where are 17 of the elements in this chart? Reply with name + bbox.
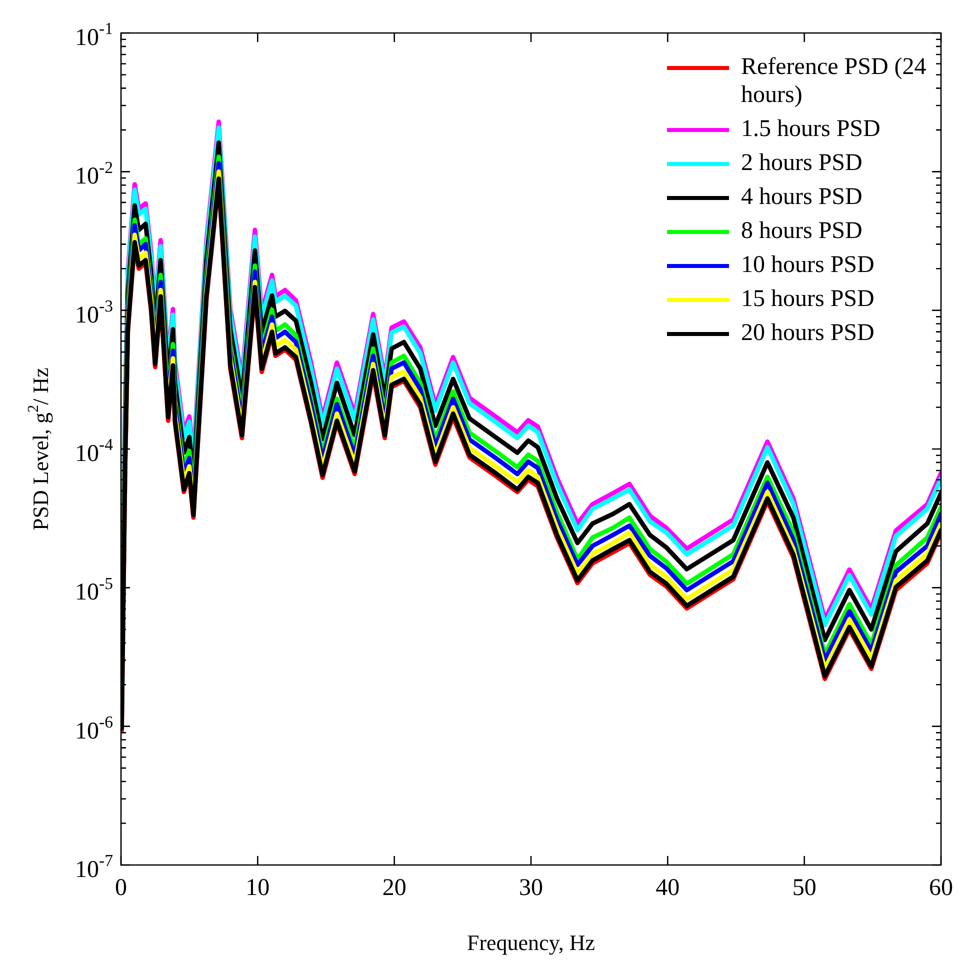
x-tick-label: 20 [382, 875, 406, 901]
x-tick-label: 40 [656, 875, 680, 901]
x-tick-label: 30 [519, 875, 543, 901]
x-tick-label: 60 [929, 875, 953, 901]
y-axis-title: PSD Level, g2/ Hz [25, 367, 53, 530]
x-tick-label: 10 [246, 875, 270, 901]
legend-label: 20 hours PSD [741, 319, 876, 347]
legend-label: 4 hours PSD [741, 183, 864, 211]
legend-label: 10 hours PSD [741, 251, 876, 279]
x-axis-title: Frequency, Hz [466, 930, 596, 955]
legend-label: Reference PSD (24 hours) [741, 53, 928, 109]
legend-label: 1.5 hours PSD [741, 115, 882, 143]
x-tick-label: 0 [115, 875, 127, 901]
x-tick-label: 50 [792, 875, 816, 901]
legend-label: 8 hours PSD [741, 217, 864, 245]
legend-label: 2 hours PSD [741, 149, 864, 177]
legend-label: 15 hours PSD [741, 285, 876, 313]
